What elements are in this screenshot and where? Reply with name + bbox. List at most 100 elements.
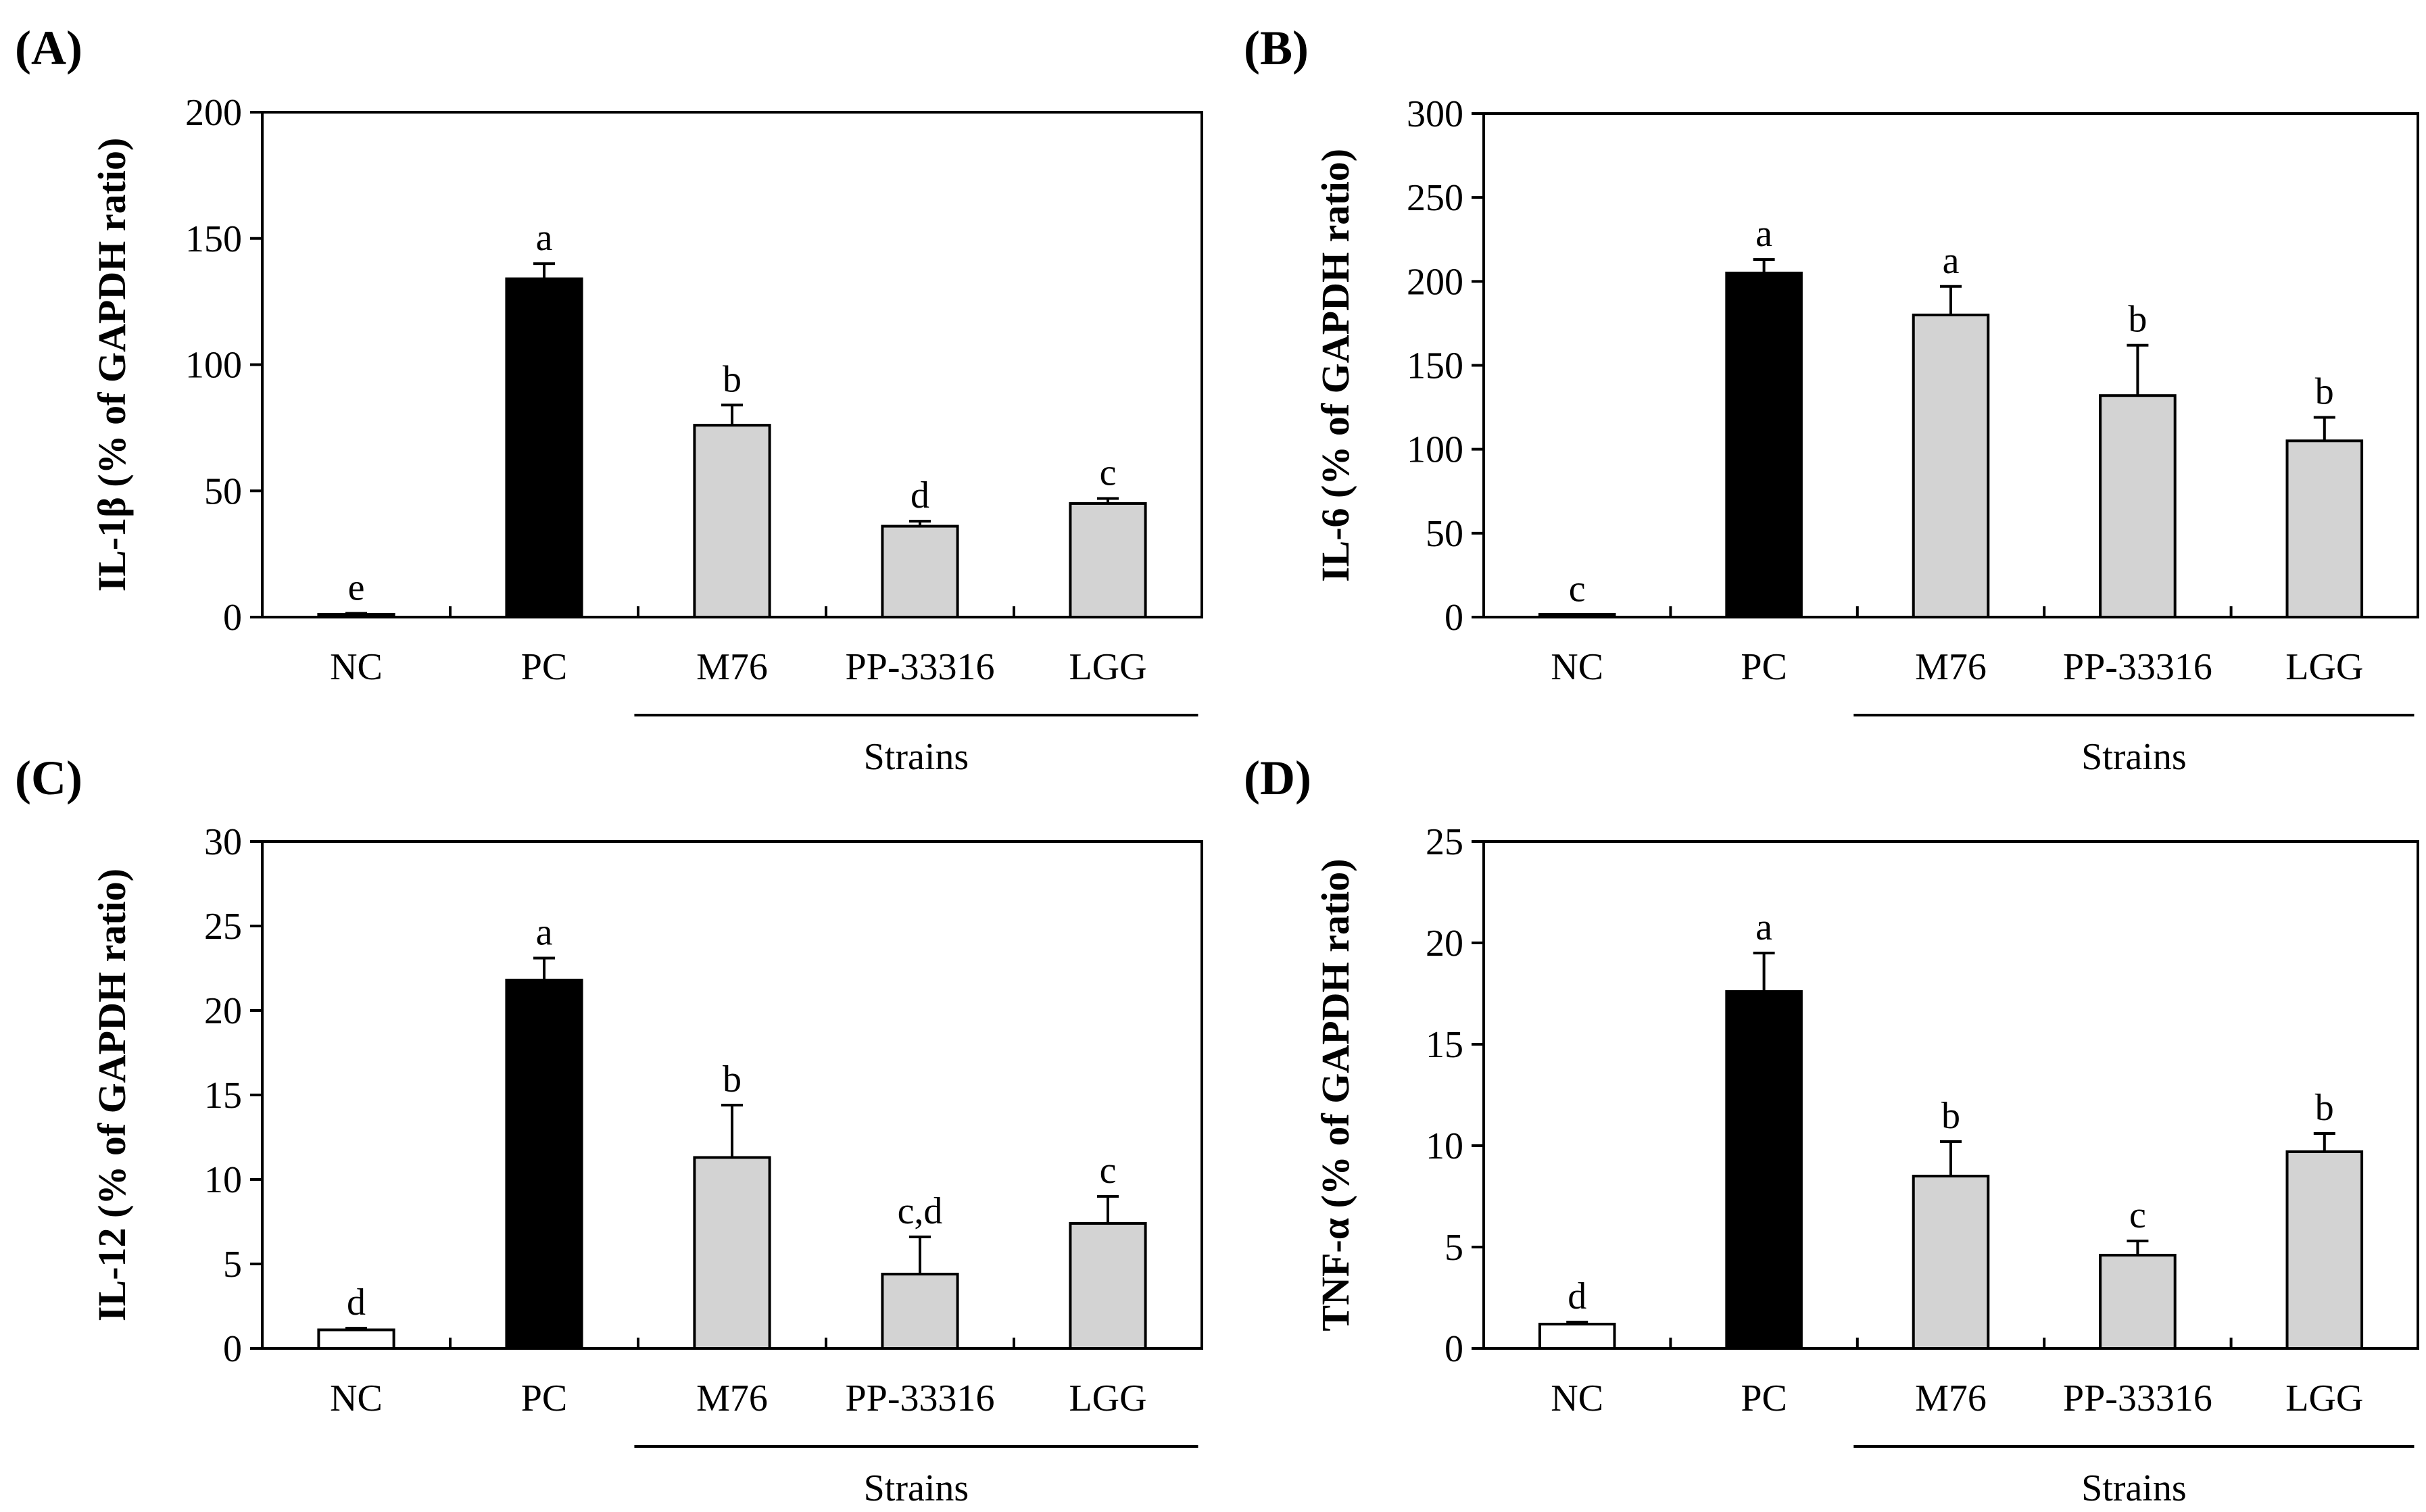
significance-label: a: [1755, 906, 1772, 948]
group-label: Strains: [2081, 1467, 2187, 1509]
x-tick-label: LGG: [2285, 1377, 2363, 1419]
x-tick-label: PP-33316: [846, 1377, 995, 1419]
y-tick-label: 0: [1445, 597, 1463, 639]
y-tick-label: 15: [1426, 1024, 1463, 1066]
y-tick-label: 100: [1407, 429, 1463, 471]
y-tick-label: 0: [223, 597, 242, 639]
x-tick-label: M76: [1915, 646, 1987, 688]
y-tick-label: 150: [185, 218, 242, 260]
bar-lgg: [2285, 439, 2364, 618]
bar-pp-33316: [2099, 394, 2177, 618]
y-tick-label: 10: [1426, 1125, 1463, 1167]
significance-label: b: [2315, 370, 2334, 412]
significance-label: c: [1100, 452, 1117, 493]
y-tick-label: 20: [1426, 923, 1463, 965]
bar-pc: [505, 277, 583, 618]
y-tick-label: 50: [1426, 513, 1463, 555]
bar-pc: [1725, 990, 1803, 1350]
x-tick-label: M76: [696, 1377, 768, 1419]
y-tick-label: 200: [1407, 261, 1463, 303]
y-axis-label: TNF-α (% of GAPDH ratio): [1313, 858, 1357, 1331]
y-tick-label: 0: [1445, 1328, 1463, 1370]
y-axis-label: IL-12 (% of GAPDH ratio): [90, 869, 134, 1321]
y-tick-label: 300: [1407, 93, 1463, 135]
bar-pp-33316: [2099, 1254, 2177, 1350]
group-label: Strains: [864, 1467, 969, 1509]
x-tick-label: PP-33316: [2063, 1377, 2212, 1419]
significance-label: a: [536, 912, 553, 954]
x-tick-label: NC: [330, 1377, 383, 1419]
y-tick-label: 30: [204, 821, 242, 863]
panel-c: (C) 0 5 10 15 20 25 30 d NC a PC b M76 c,d PP-33316 c LGG…: [15, 751, 1203, 1509]
significance-label: b: [723, 358, 742, 400]
panel-label: (D): [1244, 751, 1311, 805]
bar-nc: [317, 1328, 395, 1350]
x-tick-label: PC: [1741, 1377, 1787, 1419]
panel-label: (B): [1244, 21, 1309, 75]
y-tick-label: 0: [223, 1328, 242, 1370]
panel-label: (A): [15, 21, 82, 75]
x-tick-label: PP-33316: [2063, 646, 2212, 688]
bar-m76: [1912, 314, 1990, 618]
group-label: Strains: [864, 736, 969, 778]
significance-label: d: [1568, 1275, 1586, 1317]
bar-pp-33316: [881, 1273, 959, 1350]
significance-label: d: [911, 474, 929, 516]
bar-m76: [693, 424, 771, 618]
x-tick-label: PC: [521, 1377, 568, 1419]
x-tick-label: LGG: [1069, 646, 1146, 688]
significance-label: d: [347, 1282, 366, 1323]
significance-label: c,d: [898, 1190, 943, 1232]
significance-label: c: [1569, 568, 1586, 610]
y-tick-label: 50: [204, 470, 242, 512]
x-tick-label: PC: [1741, 646, 1787, 688]
panel-a: (A) 0 50 100 150 200 e NC a PC b M76 d PP-33316 c LGG St…: [15, 21, 1203, 778]
significance-label: e: [348, 566, 365, 608]
y-axis-label: IL-6 (% of GAPDH ratio): [1313, 149, 1357, 582]
y-tick-label: 5: [223, 1244, 242, 1286]
significance-label: a: [536, 217, 553, 259]
bar-pc: [505, 979, 583, 1350]
significance-label: a: [1943, 240, 1960, 282]
y-tick-label: 25: [204, 906, 242, 948]
x-tick-label: PP-33316: [846, 646, 995, 688]
significance-label: b: [2128, 299, 2147, 341]
significance-label: b: [2315, 1087, 2334, 1129]
significance-label: a: [1755, 213, 1772, 255]
bar-m76: [1912, 1175, 1990, 1350]
bar-nc: [1538, 1323, 1616, 1350]
y-tick-label: 100: [185, 345, 242, 387]
y-tick-label: 25: [1426, 821, 1463, 863]
significance-label: c: [2129, 1194, 2146, 1236]
x-tick-label: LGG: [1069, 1377, 1146, 1419]
bar-lgg: [1069, 502, 1147, 618]
bar-pc: [1725, 271, 1803, 618]
bar-lgg: [1069, 1222, 1147, 1350]
y-tick-label: 10: [204, 1159, 242, 1201]
panel-b: (B) 0 50 100 150 200 250 300 c NC a PC a M76 b PP-33316…: [1244, 21, 2419, 778]
x-tick-label: M76: [696, 646, 768, 688]
bar-lgg: [2285, 1150, 2364, 1350]
x-tick-label: M76: [1915, 1377, 1987, 1419]
panel-label: (C): [15, 751, 82, 805]
x-tick-label: LGG: [2285, 646, 2363, 688]
y-tick-label: 150: [1407, 345, 1463, 387]
significance-label: c: [1100, 1150, 1117, 1192]
x-tick-label: NC: [1551, 1377, 1603, 1419]
x-tick-label: NC: [330, 646, 383, 688]
y-tick-label: 200: [185, 92, 242, 134]
bar-m76: [693, 1156, 771, 1350]
y-tick-label: 250: [1407, 177, 1463, 219]
y-tick-label: 5: [1445, 1227, 1463, 1269]
bar-nc: [317, 613, 395, 618]
y-tick-label: 15: [204, 1075, 242, 1117]
x-tick-label: NC: [1551, 646, 1603, 688]
group-label: Strains: [2081, 736, 2187, 778]
significance-label: b: [1941, 1095, 1960, 1137]
x-tick-label: PC: [521, 646, 568, 688]
panel-d: (D) 0 5 10 15 20 25 d NC a PC b M76 c PP-33316 b LGG Stra…: [1244, 751, 2419, 1509]
significance-label: b: [723, 1058, 742, 1100]
y-axis-label: IL-1β (% of GAPDH ratio): [90, 138, 134, 592]
bar-pp-33316: [881, 525, 959, 618]
